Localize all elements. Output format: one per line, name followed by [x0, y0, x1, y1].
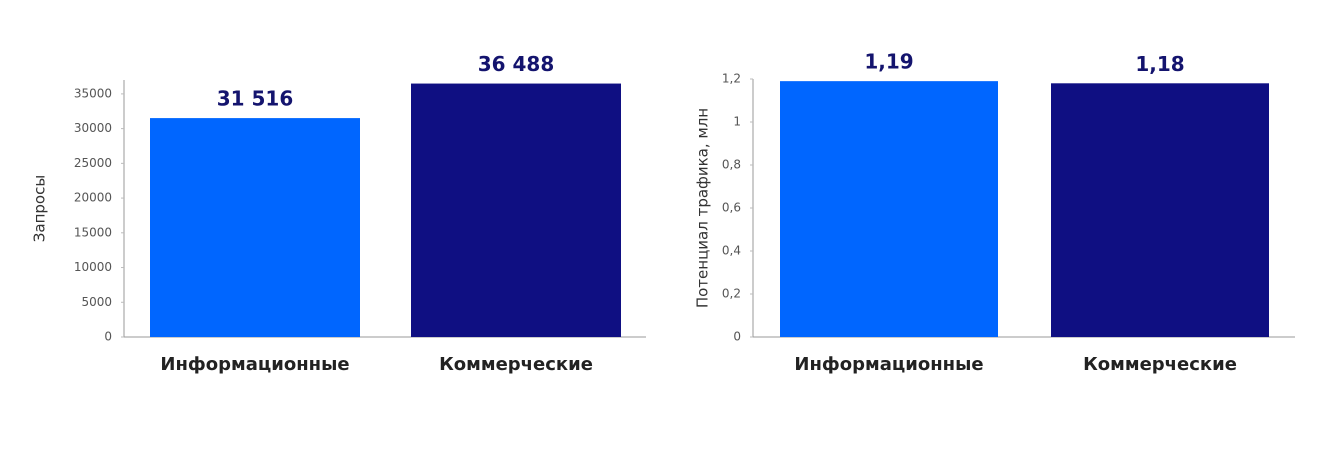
y-tick-label: 1: [733, 115, 741, 129]
x-tick-label: Информационные: [160, 354, 349, 375]
y-tick-label: 5000: [81, 295, 112, 309]
bar: [411, 83, 621, 337]
y-tick-label: 0: [733, 330, 741, 344]
x-tick-label: Информационные: [794, 354, 983, 375]
y-tick-label: 30000: [74, 121, 112, 135]
value-label: 36 488: [478, 52, 555, 76]
value-label: 1,18: [1135, 52, 1184, 76]
bar: [150, 118, 360, 337]
y-tick-label: 35000: [74, 86, 112, 100]
y-tick-label: 0,6: [722, 201, 741, 215]
y-tick-label: 1,2: [722, 72, 741, 86]
value-label: 1,19: [864, 50, 913, 74]
y-axis-title: Потенциал трафика, млн: [694, 108, 712, 308]
y-tick-label: 25000: [74, 156, 112, 170]
y-tick-label: 0,8: [722, 158, 741, 172]
y-axis-title: Запросы: [31, 175, 49, 242]
y-tick-label: 15000: [74, 225, 112, 239]
value-label: 31 516: [217, 87, 294, 111]
y-tick-label: 10000: [74, 260, 112, 274]
y-tick-label: 0,4: [722, 244, 741, 258]
x-tick-label: Коммерческие: [1083, 354, 1237, 375]
y-tick-label: 0: [104, 330, 112, 344]
bar: [780, 81, 998, 338]
y-tick-label: 20000: [74, 191, 112, 205]
x-tick-label: Коммерческие: [439, 354, 593, 375]
bar: [1051, 83, 1269, 337]
y-tick-label: 0,2: [722, 287, 741, 301]
